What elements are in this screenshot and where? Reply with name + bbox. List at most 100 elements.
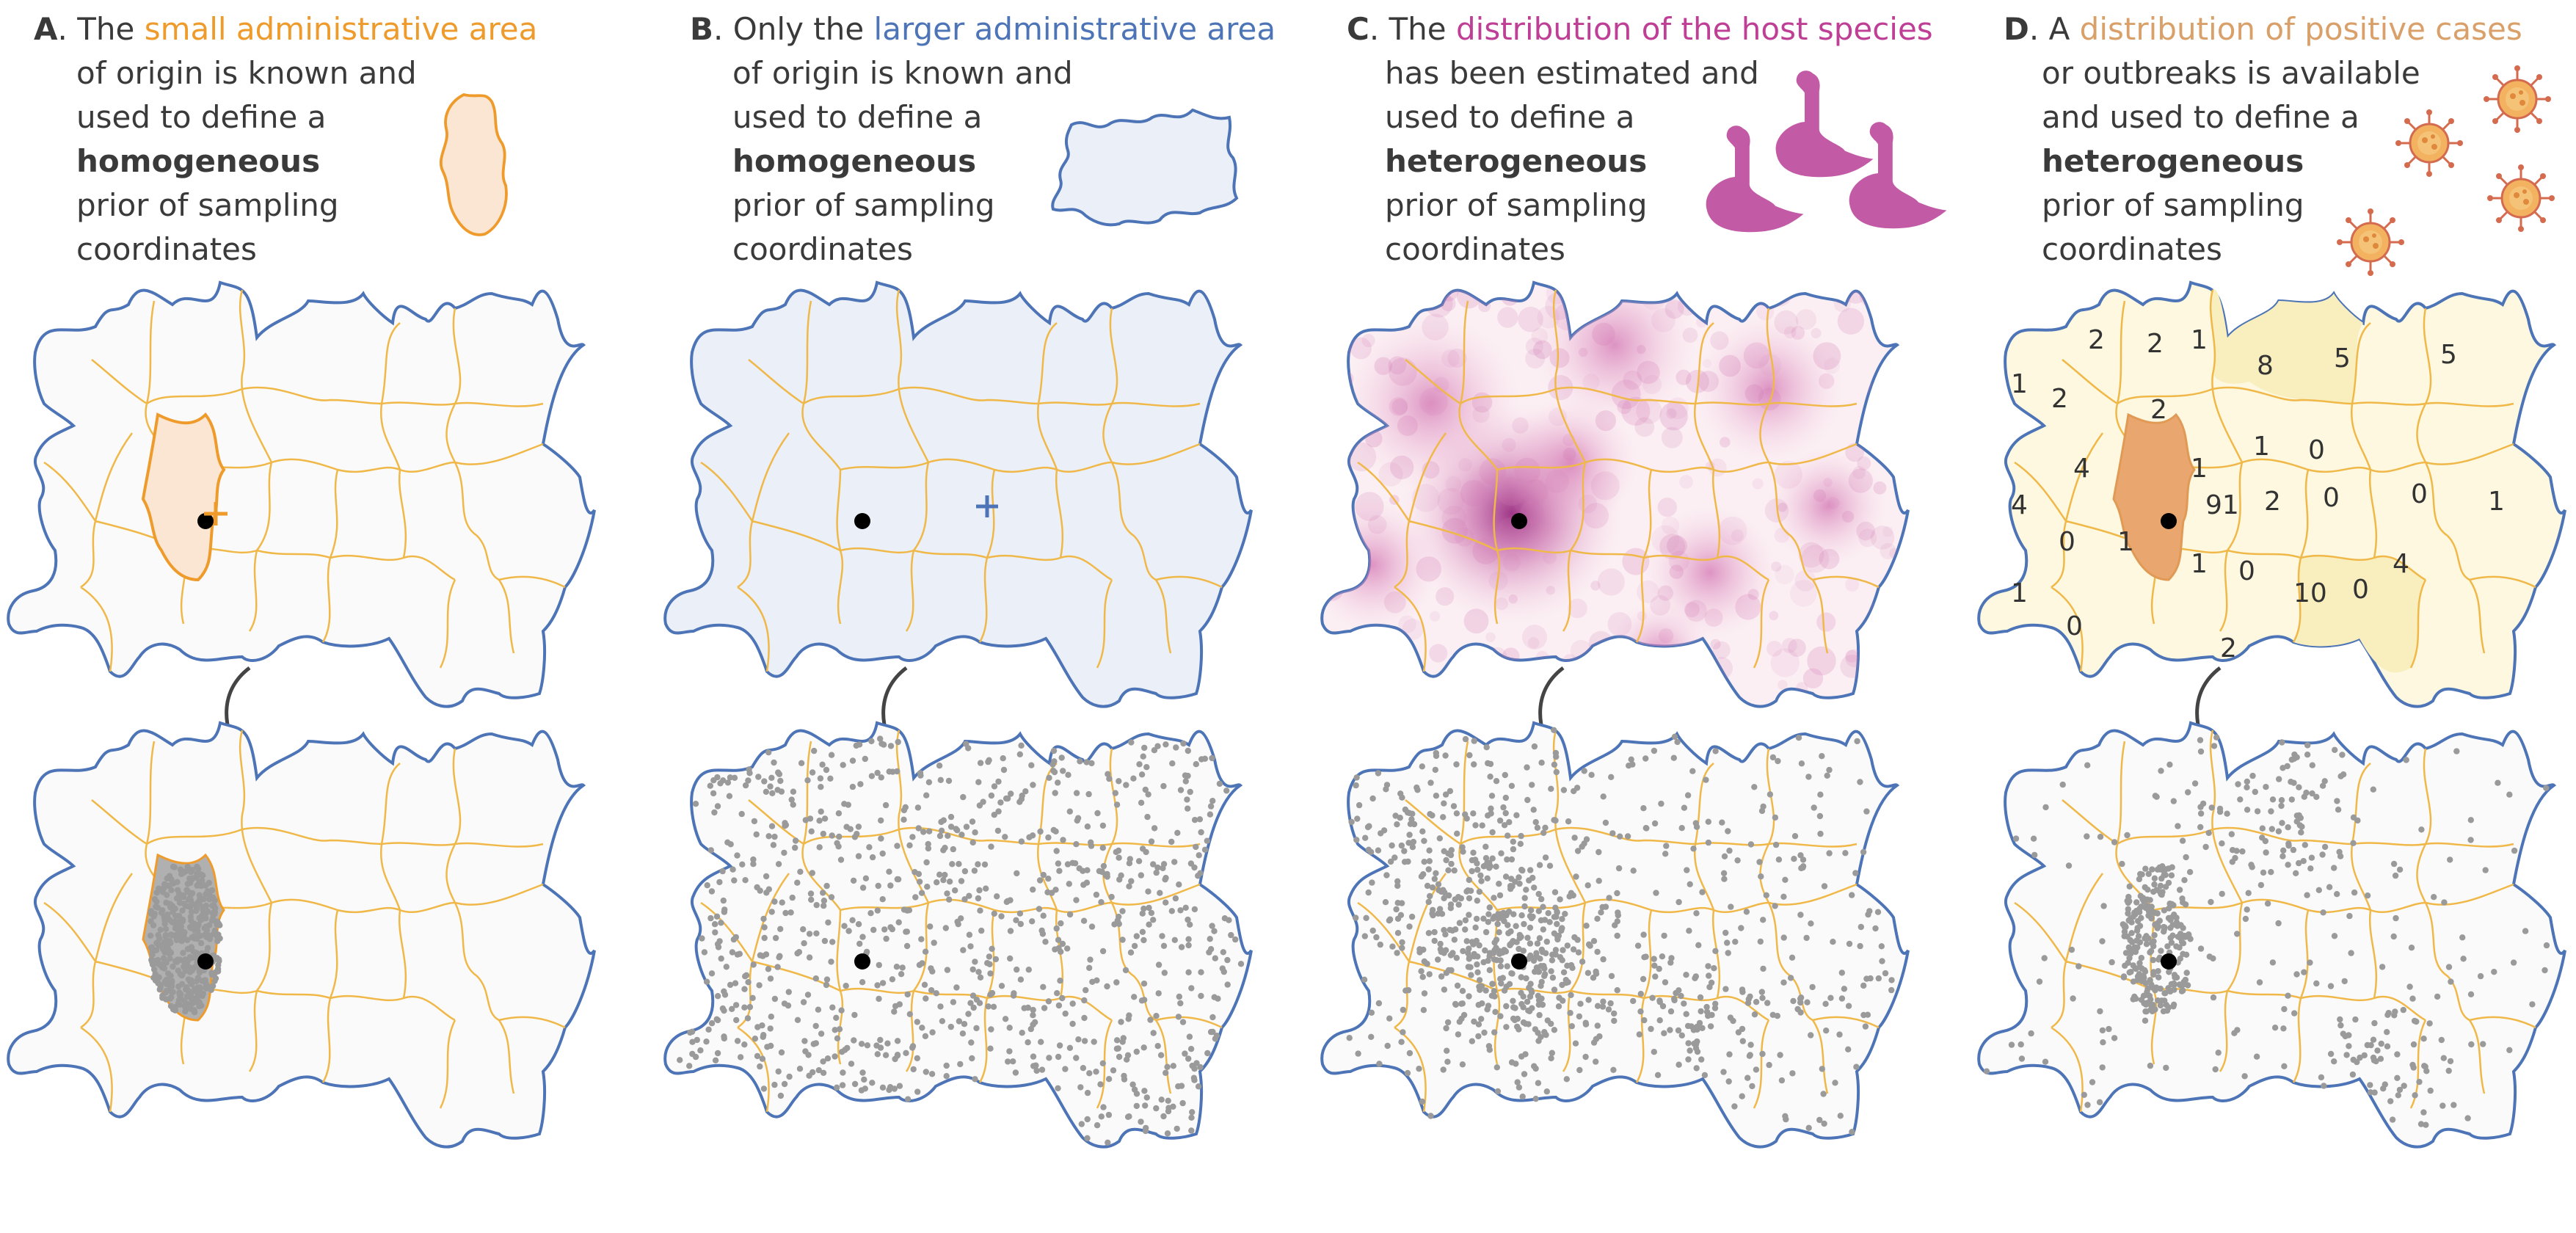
sample-point xyxy=(1113,801,1121,808)
sample-point xyxy=(157,926,164,933)
sample-point xyxy=(854,831,860,837)
sample-point xyxy=(1496,892,1504,899)
sample-point xyxy=(1209,798,1216,804)
sample-point xyxy=(1133,1102,1140,1110)
sample-point xyxy=(955,921,961,928)
sample-point xyxy=(1496,948,1502,954)
sample-point xyxy=(1028,762,1035,768)
sample-point xyxy=(1418,873,1425,880)
sample-point xyxy=(1394,930,1402,936)
sample-point xyxy=(797,868,804,875)
sample-point xyxy=(785,989,792,995)
sample-point xyxy=(1154,1043,1161,1050)
sample-point xyxy=(1712,748,1719,754)
sample-point xyxy=(1116,778,1122,785)
sample-point xyxy=(194,899,201,906)
sample-point xyxy=(1046,1055,1052,1061)
host-density-speckle xyxy=(1637,360,1660,385)
sample-point xyxy=(1615,865,1623,872)
sample-point xyxy=(2235,781,2241,788)
sample-point xyxy=(1206,949,1212,956)
sample-point xyxy=(1705,839,1712,846)
sample-point xyxy=(1584,882,1591,889)
sample-point xyxy=(1568,1023,1575,1030)
sample-point xyxy=(1220,968,1227,975)
sample-point xyxy=(1630,997,1637,1005)
sample-point xyxy=(1630,868,1637,874)
sample-point xyxy=(2141,898,2147,905)
sample-point xyxy=(1421,859,1427,865)
sample-point xyxy=(1564,942,1571,949)
sample-point xyxy=(961,1021,968,1028)
host-density-speckle xyxy=(1411,484,1440,512)
sample-point xyxy=(1549,974,1557,981)
sample-point xyxy=(1091,1039,1097,1045)
sample-point xyxy=(188,909,195,915)
sample-point xyxy=(1442,791,1449,798)
sample-point xyxy=(949,861,956,868)
sample-point xyxy=(1136,761,1143,768)
host-density-speckle xyxy=(1651,525,1680,553)
host-density-speckle xyxy=(1383,591,1406,614)
sample-point xyxy=(1030,1006,1036,1014)
sample-point xyxy=(1056,1042,1063,1049)
sample-point xyxy=(1759,1050,1766,1058)
sample-point xyxy=(1204,837,1210,844)
sample-point xyxy=(1670,754,1677,761)
sample-point xyxy=(818,784,824,790)
sample-point xyxy=(727,981,734,989)
sample-point xyxy=(1115,847,1122,854)
sample-point xyxy=(195,865,202,873)
sample-point xyxy=(965,745,972,752)
sample-point xyxy=(1185,916,1191,923)
sample-point xyxy=(151,896,159,903)
sample-point xyxy=(809,870,815,876)
sample-point xyxy=(894,1038,901,1044)
sample-point xyxy=(1164,1063,1171,1070)
sample-point xyxy=(1521,895,1528,901)
map-d-samples xyxy=(1977,721,2566,1149)
sample-point xyxy=(1841,986,1848,992)
sample-point xyxy=(978,927,985,934)
sample-point xyxy=(771,759,777,766)
sample-point xyxy=(944,967,951,973)
sample-point xyxy=(1615,909,1621,916)
host-density-speckle xyxy=(1637,344,1646,354)
sample-point xyxy=(1508,876,1515,882)
host-density-speckle xyxy=(1891,405,1907,422)
sample-point xyxy=(1803,934,1810,942)
host-density-speckle xyxy=(1597,568,1625,596)
sample-point xyxy=(966,931,973,938)
sample-point xyxy=(1854,738,1860,745)
sample-point xyxy=(1049,761,1056,768)
sample-point xyxy=(727,774,734,781)
host-density-speckle xyxy=(1758,354,1782,377)
sample-point xyxy=(1573,873,1579,880)
sample-point xyxy=(2327,1050,2335,1058)
sample-point xyxy=(2296,859,2302,867)
sample-point xyxy=(902,804,909,811)
sample-point xyxy=(912,869,918,876)
sample-point xyxy=(1195,1083,1202,1090)
sampling-location-marker xyxy=(854,953,870,970)
sample-point xyxy=(1151,747,1158,754)
sample-point xyxy=(1401,848,1408,854)
host-density-speckle xyxy=(1378,462,1403,487)
sample-point xyxy=(215,920,222,927)
sample-point xyxy=(178,923,184,930)
sample-point xyxy=(2331,933,2338,939)
sample-point xyxy=(1608,774,1615,780)
sample-point xyxy=(1505,832,1511,839)
sample-point xyxy=(832,1053,838,1060)
sample-point xyxy=(1548,1055,1554,1062)
sample-point xyxy=(2128,930,2135,936)
host-density-speckle xyxy=(1353,691,1370,707)
sample-point xyxy=(971,868,978,874)
sample-point xyxy=(807,815,814,822)
sample-point xyxy=(1492,1008,1499,1015)
host-density-speckle xyxy=(1852,466,1866,479)
sample-point xyxy=(862,875,870,881)
sample-point xyxy=(2121,933,2128,939)
sample-point xyxy=(1662,979,1669,986)
